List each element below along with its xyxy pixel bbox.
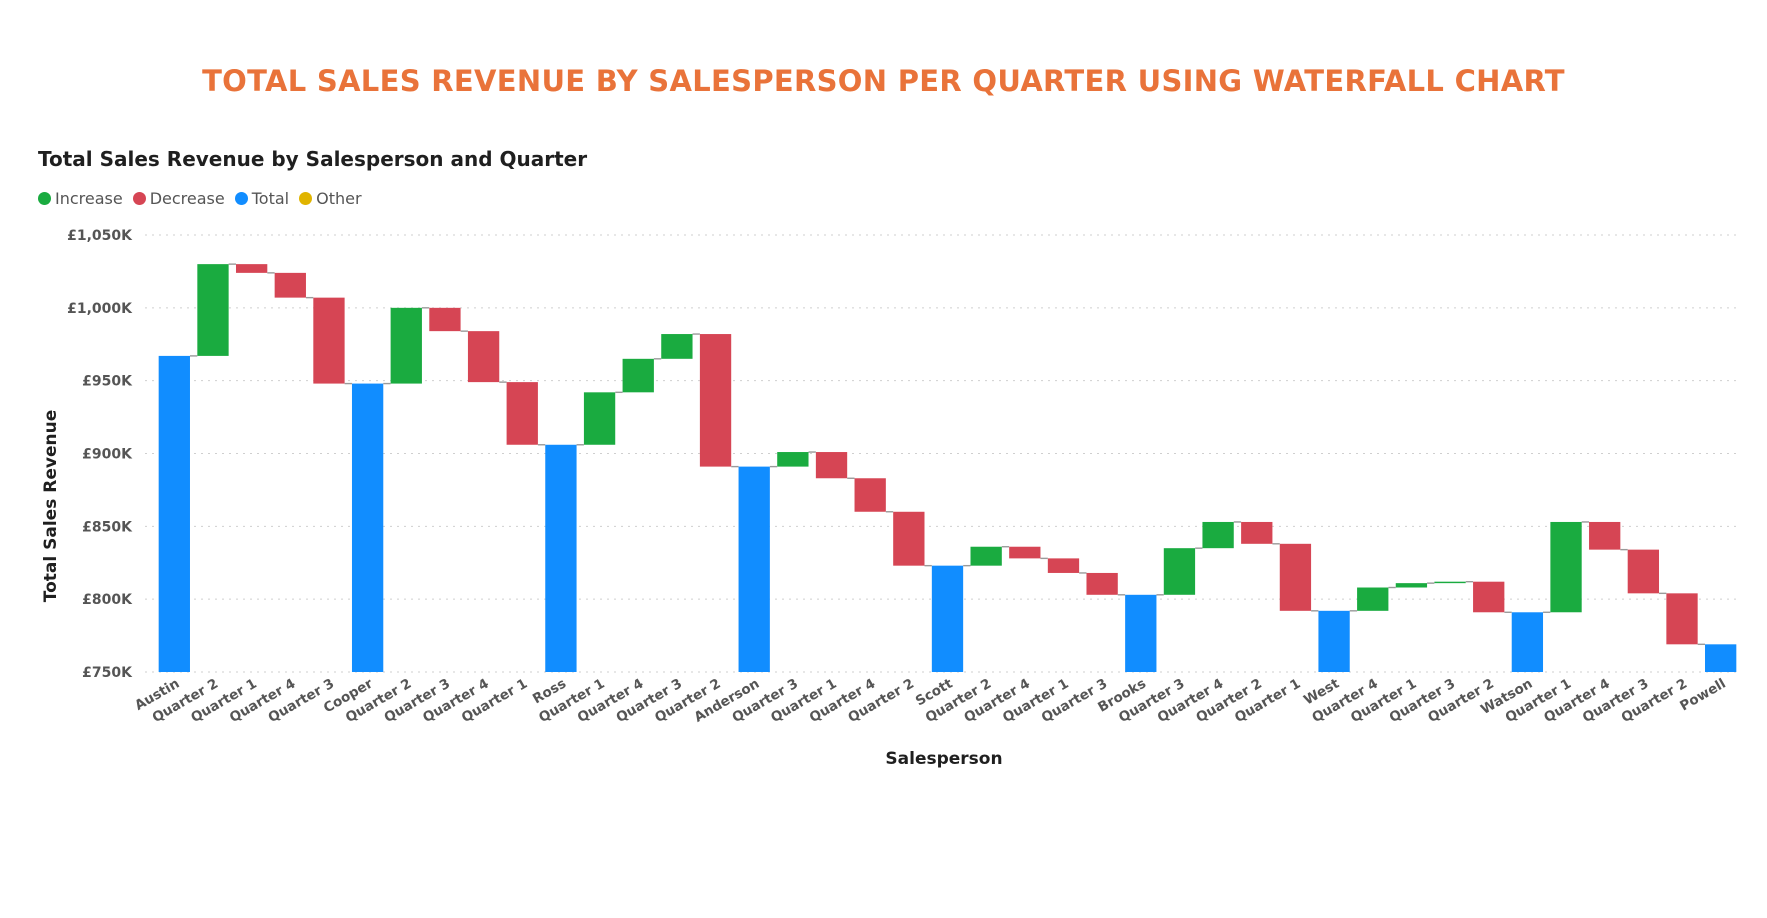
waterfall-bar-increase[interactable] (1163, 548, 1196, 595)
y-tick-label: £950K (82, 374, 133, 390)
waterfall-bar-total[interactable] (1511, 612, 1544, 672)
legend-label-other: Other (316, 189, 362, 208)
waterfall-bar-total[interactable] (1318, 610, 1350, 672)
y-tick-label: £800K (82, 592, 133, 608)
waterfall-bar-increase[interactable] (1550, 521, 1582, 613)
waterfall-bar-decrease[interactable] (854, 478, 886, 512)
waterfall-bar-decrease[interactable] (893, 511, 925, 566)
legend-label-total: Total (251, 189, 290, 208)
waterfall-bar-decrease[interactable] (1279, 543, 1312, 611)
waterfall-bar-increase[interactable] (1357, 587, 1389, 611)
legend-swatch-other (299, 192, 313, 205)
y-tick-label: £850K (82, 519, 133, 535)
bars (158, 264, 1737, 672)
waterfall-bar-decrease[interactable] (1047, 558, 1080, 573)
y-tick-label: £1,000K (67, 301, 133, 317)
y-axis-ticks: £750K £800K £850K £900K £950K £1,000K £1,050K (67, 228, 133, 681)
waterfall-bar-increase[interactable] (622, 358, 654, 393)
waterfall-bar-total[interactable] (158, 355, 190, 672)
waterfall-bar-decrease[interactable] (1473, 581, 1505, 613)
waterfall-bar-increase[interactable] (777, 452, 809, 467)
y-axis-title: Total Sales Revenue (41, 410, 61, 602)
waterfall-bar-decrease[interactable] (1627, 549, 1660, 594)
waterfall-bar-increase[interactable] (1202, 521, 1234, 549)
waterfall-bar-decrease[interactable] (429, 307, 461, 332)
x-axis-title: Salesperson (885, 749, 1002, 769)
waterfall-bar-decrease[interactable] (1241, 521, 1273, 544)
y-tick-label: £900K (82, 447, 133, 463)
waterfall-bar-increase[interactable] (1395, 583, 1428, 588)
waterfall-bar-increase[interactable] (197, 264, 229, 356)
waterfall-bar-total[interactable] (351, 383, 384, 672)
waterfall-bar-decrease[interactable] (699, 334, 732, 467)
waterfall-bar-total[interactable] (1705, 644, 1737, 672)
waterfall-bar-decrease[interactable] (815, 452, 848, 479)
legend-item-other[interactable]: Other (299, 189, 362, 208)
waterfall-bar-total[interactable] (738, 466, 770, 672)
waterfall-bar-total[interactable] (931, 565, 964, 672)
y-tick-label: £750K (82, 665, 133, 681)
legend-swatch-increase (38, 192, 51, 205)
waterfall-bar-total[interactable] (545, 444, 577, 672)
waterfall-bar-total[interactable] (1125, 594, 1157, 672)
waterfall-bar-decrease[interactable] (235, 264, 268, 273)
page-title: TOTAL SALES REVENUE BY SALESPERSON PER Q… (202, 64, 1565, 98)
legend-swatch-decrease (132, 192, 146, 205)
legend-item-total[interactable]: Total (234, 189, 290, 208)
connectors (189, 263, 1706, 646)
waterfall-bar-decrease[interactable] (467, 331, 500, 383)
chart-legend: Increase Decrease Total Other (38, 189, 362, 208)
waterfall-bar-increase[interactable] (1434, 581, 1466, 584)
waterfall-bar-increase[interactable] (390, 307, 422, 384)
waterfall-bar-decrease[interactable] (506, 382, 538, 445)
legend-label-increase: Increase (55, 189, 123, 208)
legend-label-decrease: Decrease (149, 189, 225, 208)
chart-title: Total Sales Revenue by Salesperson and Q… (38, 147, 588, 171)
legend-item-decrease[interactable]: Decrease (132, 189, 225, 208)
waterfall-bar-increase[interactable] (661, 334, 693, 359)
waterfall-bar-decrease[interactable] (1589, 521, 1621, 550)
waterfall-bar-decrease[interactable] (1009, 546, 1041, 559)
waterfall-bar-decrease[interactable] (1086, 572, 1118, 595)
legend-item-increase[interactable]: Increase (38, 189, 123, 208)
y-tick-label: £1,050K (67, 228, 133, 244)
waterfall-bar-increase[interactable] (583, 392, 616, 445)
waterfall-bar-decrease[interactable] (313, 297, 345, 384)
waterfall-bar-decrease[interactable] (1666, 593, 1698, 645)
waterfall-bar-increase[interactable] (970, 546, 1002, 566)
waterfall-bar-decrease[interactable] (274, 272, 306, 298)
legend-swatch-total (234, 192, 248, 205)
